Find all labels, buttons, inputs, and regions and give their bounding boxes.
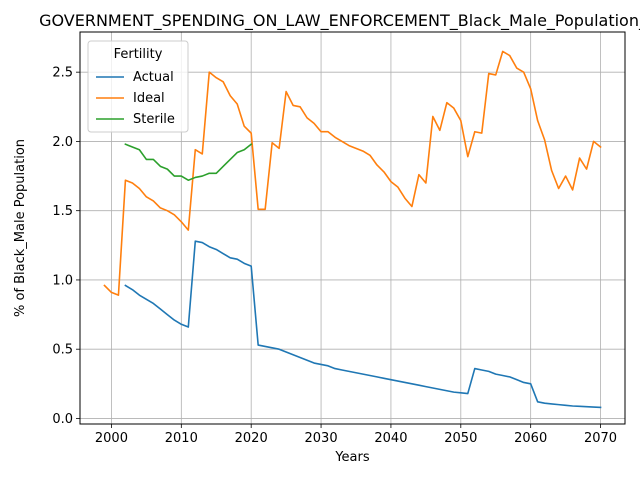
x-tick-label: 2030 xyxy=(305,431,338,446)
x-tick-label: 2010 xyxy=(165,431,198,446)
grid xyxy=(80,32,625,424)
chart-title: GOVERNMENT_SPENDING_ON_LAW_ENFORCEMENT_B… xyxy=(39,11,640,31)
legend-label-ideal: Ideal xyxy=(133,91,165,106)
series-line-sterile xyxy=(124,143,253,182)
y-tick-label: 1.5 xyxy=(52,204,73,219)
plot-frame xyxy=(79,31,626,425)
legend: Fertility Actual Ideal Sterile xyxy=(87,40,189,133)
legend-label-actual: Actual xyxy=(133,70,174,85)
legend-box xyxy=(87,40,189,133)
series-line-actual xyxy=(124,240,602,409)
y-tick-label: 2.0 xyxy=(52,135,73,150)
x-tick-label: 2020 xyxy=(235,431,268,446)
legend-title: Fertility xyxy=(114,47,163,62)
y-tick-label: 2.5 xyxy=(52,66,73,81)
y-tick-label: 1.0 xyxy=(52,273,73,288)
y-tick-label: 0.0 xyxy=(52,412,73,427)
y-tick-label: 0.5 xyxy=(52,343,73,358)
x-axis-label: Years xyxy=(334,450,370,465)
x-tick-label: 2060 xyxy=(514,431,547,446)
x-tick-label: 2000 xyxy=(95,431,128,446)
ticks: 2000 2010 2020 2030 2040 2050 2060 2070 0.0 0.5 1.… xyxy=(52,66,617,446)
x-tick-label: 2050 xyxy=(444,431,477,446)
y-axis-label: % of Black_Male Population xyxy=(13,139,28,317)
legend-label-sterile: Sterile xyxy=(133,112,175,127)
series-lines xyxy=(103,50,602,409)
series-line-ideal xyxy=(103,50,602,296)
x-tick-label: 2040 xyxy=(374,431,407,446)
x-tick-label: 2070 xyxy=(584,431,617,446)
